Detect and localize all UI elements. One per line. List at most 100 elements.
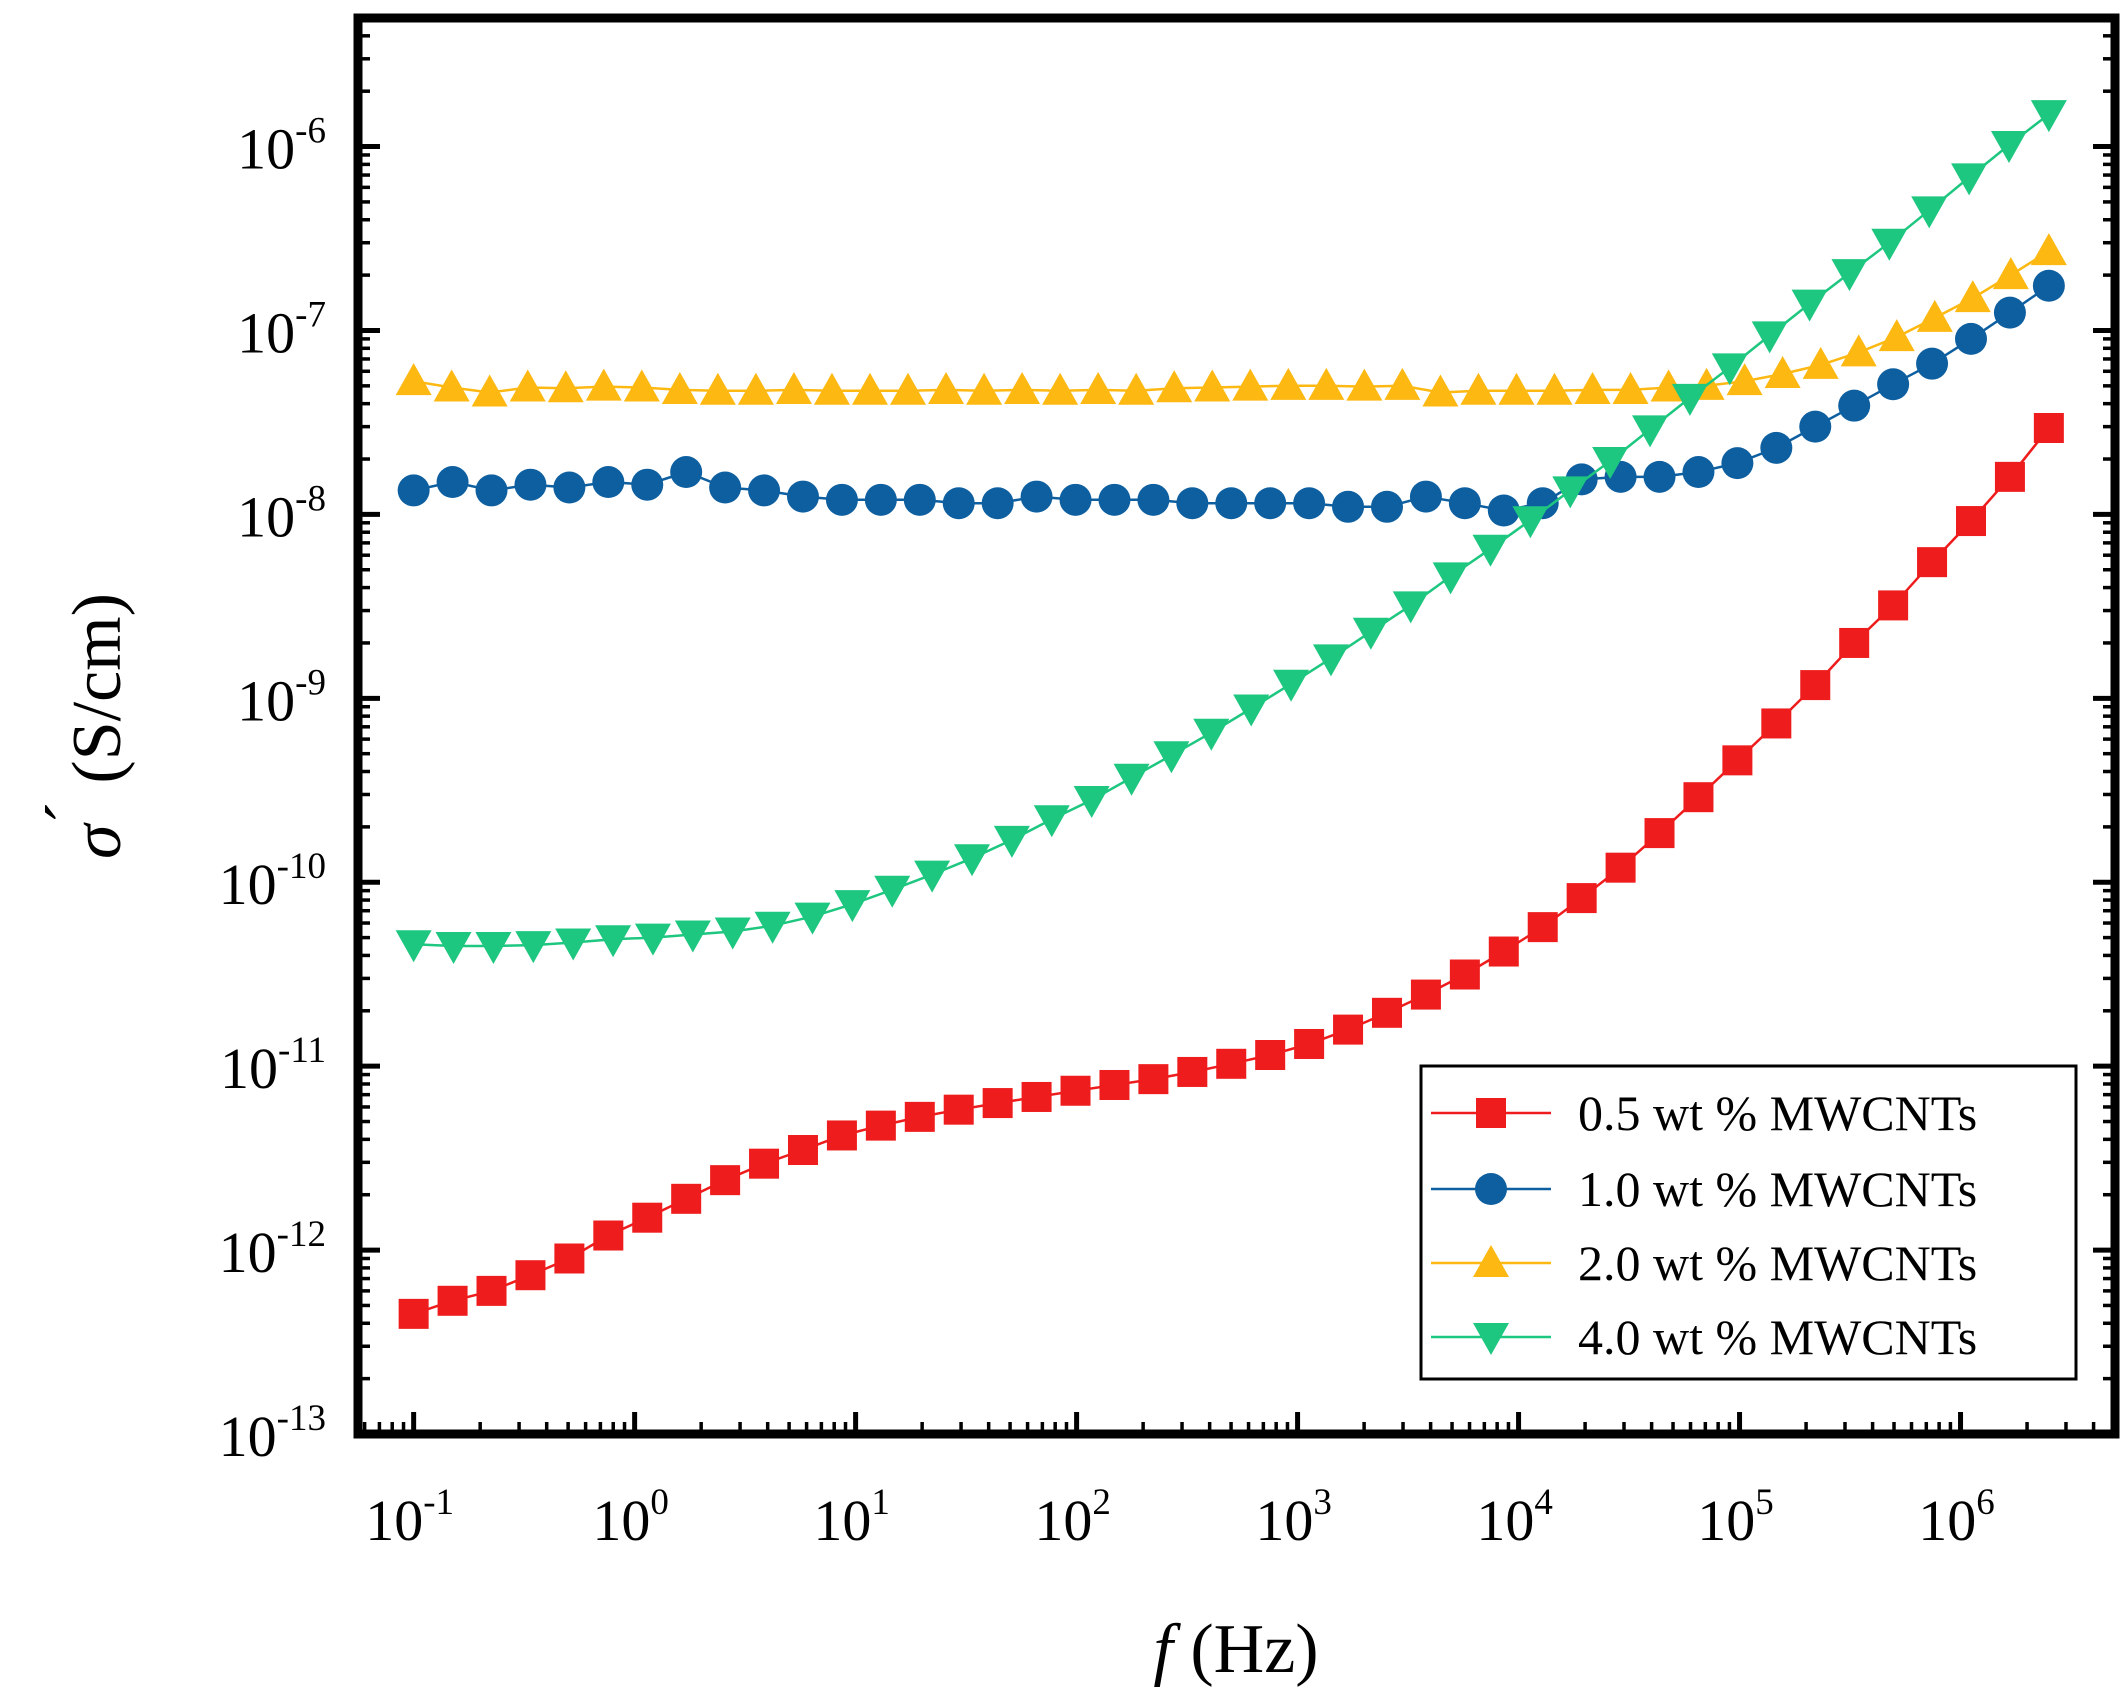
data-point <box>1332 490 1365 523</box>
data-point <box>966 372 1003 405</box>
plot-series <box>395 100 2067 1329</box>
data-point <box>1099 1069 1130 1100</box>
data-point <box>1799 410 1832 443</box>
data-point <box>595 925 632 958</box>
data-point <box>775 371 812 404</box>
data-point <box>1877 368 1910 401</box>
data-point <box>1177 1056 1208 1087</box>
data-point <box>509 369 546 402</box>
legend-marker <box>1475 1173 1507 1205</box>
data-point <box>398 1298 429 1329</box>
data-point <box>1370 490 1403 523</box>
data-point <box>914 860 951 893</box>
data-point <box>1512 506 1549 539</box>
y-axis-title: σ´ (S/cm) <box>33 593 136 859</box>
data-point <box>1422 374 1459 407</box>
data-point <box>981 487 1014 520</box>
y-tick-label: 10-12 <box>219 1214 326 1285</box>
data-point <box>585 368 622 401</box>
data-point <box>710 1165 741 1196</box>
data-point <box>475 474 508 507</box>
data-point <box>2030 100 2067 133</box>
data-point <box>903 483 936 516</box>
data-point <box>435 932 472 965</box>
data-point <box>554 1243 585 1274</box>
data-point <box>661 371 698 404</box>
data-point <box>1432 562 1469 595</box>
data-point <box>942 487 975 520</box>
y-tick-label: 10-13 <box>219 1398 326 1469</box>
data-point <box>2030 233 2067 266</box>
y-axis-prime: ´ <box>33 801 110 824</box>
data-point <box>1156 370 1193 403</box>
data-point <box>754 911 791 944</box>
data-point <box>1800 670 1831 701</box>
legend-entry: 0.5 wt % MWCNTs <box>1431 1085 1977 1141</box>
data-point <box>1802 346 1839 379</box>
data-point <box>397 474 430 507</box>
data-point <box>1449 959 1480 990</box>
data-point <box>826 1120 857 1151</box>
y-axis-unit: (S/cm) <box>59 593 136 801</box>
data-point <box>865 1110 896 1141</box>
legend-label: 2.0 wt % MWCNTs <box>1578 1235 1977 1291</box>
data-point <box>1791 289 1828 322</box>
data-point <box>1990 130 2027 163</box>
data-point <box>634 923 671 956</box>
plot-frame <box>353 13 2120 1439</box>
y-axis-symbol: σ <box>59 822 136 859</box>
data-point <box>1352 617 1389 650</box>
data-point <box>1760 431 1793 464</box>
legend-marker <box>1473 1245 1509 1277</box>
data-point <box>1073 785 1110 818</box>
data-point <box>2032 269 2065 302</box>
data-point <box>813 372 850 405</box>
data-point <box>1042 372 1079 405</box>
legend-marker <box>1476 1098 1506 1128</box>
data-point <box>1878 590 1909 621</box>
x-tick-label: 100 <box>592 1482 669 1553</box>
y-tick-label: 10-10 <box>219 846 326 917</box>
data-point <box>592 466 625 499</box>
x-tick-labels: 10-1 100 101 102 103 104 105 106 <box>365 1482 1995 1553</box>
legend-label: 0.5 wt % MWCNTs <box>1578 1085 1977 1141</box>
data-point <box>471 374 508 407</box>
data-point <box>1460 372 1497 405</box>
data-point <box>1683 782 1714 813</box>
data-point <box>1270 367 1307 400</box>
data-point <box>982 1088 1013 1119</box>
data-point <box>632 1202 663 1233</box>
data-point <box>1682 456 1715 489</box>
data-point <box>1118 372 1155 405</box>
data-point <box>1838 389 1871 422</box>
data-point <box>1293 487 1326 520</box>
x-tick-label: 106 <box>1918 1482 1995 1553</box>
data-point <box>1033 805 1070 838</box>
data-point <box>1871 228 1908 261</box>
legend-entry: 2.0 wt % MWCNTs <box>1431 1235 1977 1291</box>
y-tick-labels: 10-13 10-12 10-11 10-10 10-9 10-8 10-7 10-6 <box>219 111 326 1469</box>
data-point <box>1273 669 1310 702</box>
data-point <box>631 468 664 501</box>
legend: 0.5 wt % MWCNTs 1.0 wt % MWCNTs 2.0 wt % M… <box>1419 1064 2078 1381</box>
data-point <box>515 931 552 964</box>
data-point <box>436 466 469 499</box>
data-point <box>1722 745 1753 776</box>
data-point <box>1098 483 1131 516</box>
data-point <box>1371 997 1402 1028</box>
data-point <box>787 1135 818 1166</box>
data-point <box>1911 196 1948 229</box>
legend-marker <box>1473 1323 1509 1355</box>
data-point <box>1216 1048 1247 1079</box>
data-point <box>1488 936 1519 967</box>
data-point <box>1333 1014 1364 1045</box>
data-point <box>993 825 1030 858</box>
data-point <box>1954 322 1987 355</box>
data-point <box>1004 371 1041 404</box>
data-point <box>1711 353 1748 386</box>
data-point <box>709 471 742 504</box>
data-point <box>1951 163 1988 196</box>
data-point <box>1059 483 1092 516</box>
data-point <box>1448 487 1481 520</box>
